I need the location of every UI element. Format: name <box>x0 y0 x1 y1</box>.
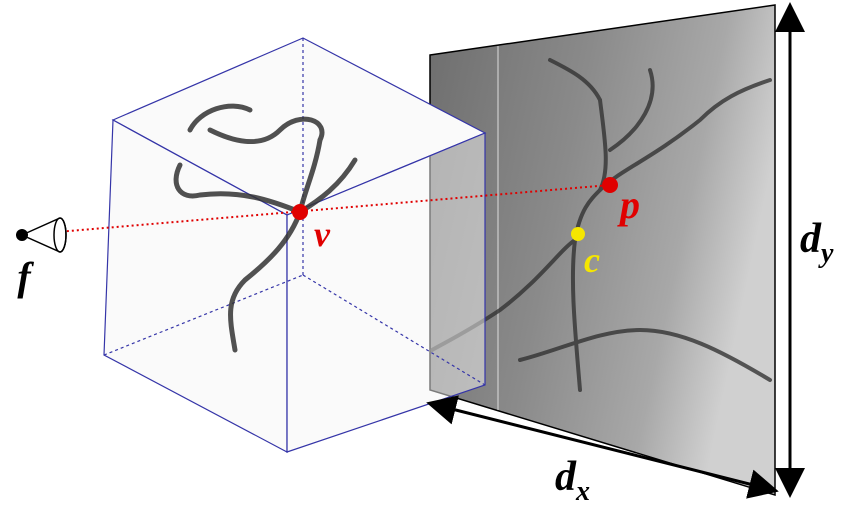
label-c: c <box>584 240 600 280</box>
label-dy: dy <box>800 216 834 269</box>
label-dx-main: d <box>555 454 577 500</box>
point-v <box>292 204 308 220</box>
camera-icon <box>16 218 66 252</box>
label-f: f <box>17 254 34 299</box>
point-p <box>602 177 618 193</box>
volume-cube <box>104 38 485 452</box>
page: f v p c dx dy (() => { const data = JSON… <box>0 0 842 515</box>
point-c <box>571 227 585 241</box>
label-p: p <box>617 182 640 227</box>
label-v: v <box>314 214 331 254</box>
label-dy-sub: y <box>818 238 834 269</box>
diagram: f v p c dx dy <box>0 0 842 515</box>
label-dx: dx <box>555 454 590 507</box>
label-dy-main: d <box>800 216 822 262</box>
label-dx-sub: x <box>575 476 590 507</box>
